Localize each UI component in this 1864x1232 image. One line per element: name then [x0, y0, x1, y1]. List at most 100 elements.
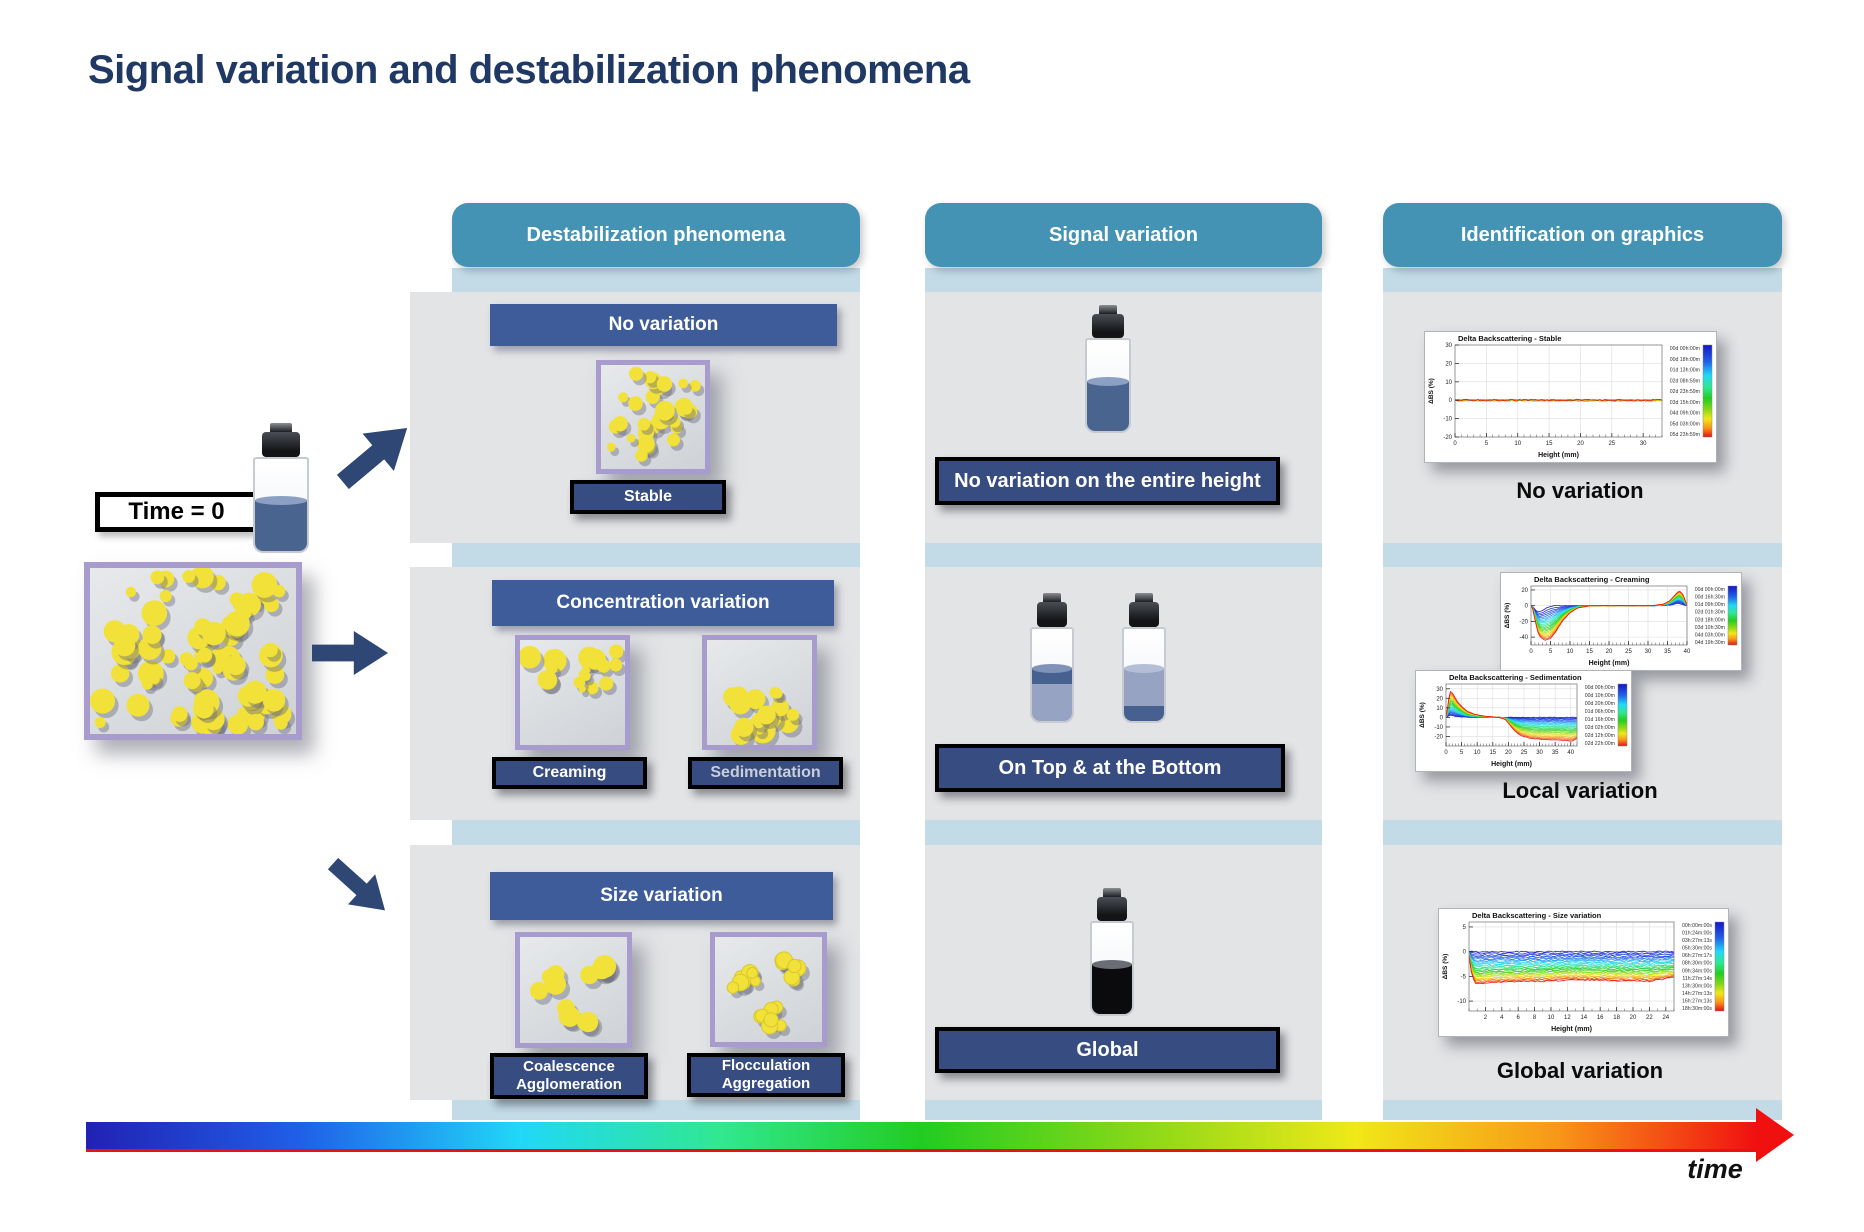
- initial-dispersion-illustration: [84, 562, 302, 740]
- svg-text:ΔBS (%): ΔBS (%): [1504, 603, 1511, 629]
- svg-text:02d 08h:59m: 02d 08h:59m: [1670, 378, 1700, 384]
- svg-text:25: 25: [1608, 441, 1615, 447]
- bottom-strip: [452, 1100, 860, 1120]
- svg-text:02d 18h:00m: 02d 18h:00m: [1695, 617, 1725, 623]
- time-gradient-bar: [86, 1122, 1756, 1149]
- creaming-label-text: Creaming: [532, 764, 607, 782]
- chart-creaming: 0 5 10 15 20 25 30 35 40 20 0 -20 -40 Delta Backscatt…: [1500, 572, 1742, 671]
- row2-signal-text: On Top & at the Bottom: [998, 756, 1222, 779]
- row1-banner-label: No variation: [608, 314, 719, 335]
- svg-text:14h:27m:13s: 14h:27m:13s: [1682, 991, 1712, 997]
- svg-text:Delta Backscattering - Creamin: Delta Backscattering - Creaming: [1534, 575, 1650, 584]
- row-gap-strip: [452, 820, 860, 845]
- svg-text:30: 30: [1536, 750, 1543, 756]
- svg-text:05d 03h:00m: 05d 03h:00m: [1670, 421, 1700, 427]
- row1-signal-text: No variation on the entire height: [954, 469, 1261, 492]
- svg-text:10: 10: [1548, 1015, 1555, 1021]
- bottom-strip: [925, 1100, 1322, 1120]
- svg-text:15: 15: [1546, 441, 1553, 447]
- row-gap-strip: [1383, 820, 1782, 845]
- svg-text:02d 02h:00m: 02d 02h:00m: [1585, 725, 1615, 731]
- svg-text:20: 20: [1630, 1015, 1637, 1021]
- stable-label: Stable: [570, 480, 726, 514]
- svg-text:20: 20: [1436, 696, 1443, 702]
- svg-text:01d 09h:00m: 01d 09h:00m: [1695, 602, 1725, 608]
- svg-text:12: 12: [1564, 1015, 1571, 1021]
- sedimentation-illustration: [702, 635, 817, 750]
- svg-text:0: 0: [1463, 950, 1467, 956]
- time-zero-box: Time = 0: [95, 492, 258, 532]
- svg-text:18h:30m:00s: 18h:30m:00s: [1682, 1006, 1712, 1012]
- svg-text:30: 30: [1445, 343, 1452, 349]
- svg-text:5: 5: [1463, 925, 1467, 931]
- row2-signal-label: On Top & at the Bottom: [935, 744, 1285, 792]
- row1-signal-label: No variation on the entire height: [935, 457, 1280, 505]
- column-header-label: Identification on graphics: [1460, 223, 1705, 246]
- arrow-right-icon: [312, 630, 388, 676]
- time-axis-underline: [86, 1149, 1756, 1152]
- svg-text:Height (mm): Height (mm): [1551, 1026, 1592, 1033]
- svg-text:16: 16: [1597, 1015, 1604, 1021]
- coalescence-label-line2: Agglomeration: [516, 1076, 622, 1093]
- svg-text:00d 00h:00m: 00d 00h:00m: [1670, 346, 1700, 352]
- svg-text:20: 20: [1606, 649, 1613, 655]
- svg-text:-20: -20: [1443, 435, 1452, 441]
- svg-text:30: 30: [1640, 441, 1647, 447]
- row1-bottle: [1085, 305, 1131, 433]
- svg-text:00d 10h:00m: 00d 10h:00m: [1585, 693, 1615, 699]
- svg-text:Height (mm): Height (mm): [1538, 452, 1579, 459]
- coalescence-label-line1: Coalescence: [523, 1057, 615, 1075]
- sedimentation-label: Sedimentation: [688, 757, 843, 789]
- arrow-down-right-icon: [327, 857, 386, 911]
- svg-text:03d 10h:30m: 03d 10h:30m: [1695, 625, 1725, 631]
- row2-sedimentation-bottle: [1122, 593, 1166, 723]
- svg-text:5: 5: [1549, 649, 1553, 655]
- svg-text:0: 0: [1440, 715, 1444, 721]
- svg-text:-5: -5: [1461, 974, 1467, 980]
- chart-size-variation: 2 4 6 8 10 12 14 16 18 20 22 24 5 0 -5 -10 Delta Backsca…: [1438, 908, 1729, 1037]
- svg-text:20: 20: [1445, 361, 1452, 367]
- flocculation-label: Flocculation Aggregation: [687, 1053, 845, 1097]
- svg-text:00d 18h:00m: 00d 18h:00m: [1670, 357, 1700, 363]
- page-title: Signal variation and destabilization phe…: [88, 48, 970, 92]
- svg-text:-10: -10: [1457, 999, 1466, 1005]
- svg-text:4: 4: [1500, 1015, 1504, 1021]
- svg-text:04d 19h:30m: 04d 19h:30m: [1695, 640, 1725, 646]
- svg-text:Delta Backscattering - Sedimen: Delta Backscattering - Sedimentation: [1449, 673, 1582, 682]
- svg-text:25: 25: [1521, 750, 1528, 756]
- svg-text:10: 10: [1445, 380, 1452, 386]
- row-gap-strip: [925, 543, 1322, 567]
- row2-caption-text: Local variation: [1502, 778, 1658, 803]
- stable-illustration: [596, 360, 710, 474]
- svg-text:Height (mm): Height (mm): [1589, 660, 1630, 667]
- svg-text:0: 0: [1444, 750, 1448, 756]
- svg-text:-10: -10: [1443, 417, 1452, 423]
- row1-caption-text: No variation: [1516, 478, 1644, 503]
- flocculation-label-line1: Flocculation: [721, 1056, 811, 1074]
- stable-label-text: Stable: [623, 488, 672, 506]
- svg-text:00d 16h:30m: 00d 16h:30m: [1695, 595, 1725, 601]
- svg-text:35: 35: [1664, 649, 1671, 655]
- svg-text:15: 15: [1489, 750, 1496, 756]
- svg-text:0: 0: [1449, 398, 1453, 404]
- row-gap-strip: [1383, 543, 1782, 567]
- svg-text:01d 06h:00m: 01d 06h:00m: [1585, 709, 1615, 715]
- bottom-strip: [1383, 1100, 1782, 1120]
- svg-text:-20: -20: [1519, 619, 1528, 625]
- svg-text:5: 5: [1485, 441, 1489, 447]
- row2-banner-label: Concentration variation: [556, 592, 770, 613]
- coalescence-illustration: [515, 932, 632, 1048]
- row3-caption: Global variation: [1390, 1058, 1770, 1084]
- svg-text:16h:27m:13s: 16h:27m:13s: [1682, 998, 1712, 1004]
- svg-text:20: 20: [1505, 750, 1512, 756]
- svg-text:40: 40: [1567, 750, 1574, 756]
- svg-text:0: 0: [1453, 441, 1457, 447]
- svg-text:02d 01h:30m: 02d 01h:30m: [1695, 610, 1725, 616]
- svg-text:05h:30m:00s: 05h:30m:00s: [1682, 946, 1712, 952]
- svg-text:00d 20h:00m: 00d 20h:00m: [1585, 701, 1615, 707]
- svg-text:40: 40: [1684, 649, 1691, 655]
- column-header-identification: Identification on graphics: [1383, 203, 1782, 267]
- svg-text:03h:27m:13s: 03h:27m:13s: [1682, 938, 1712, 944]
- svg-text:10: 10: [1514, 441, 1521, 447]
- row3-signal-text: Global: [1076, 1038, 1139, 1061]
